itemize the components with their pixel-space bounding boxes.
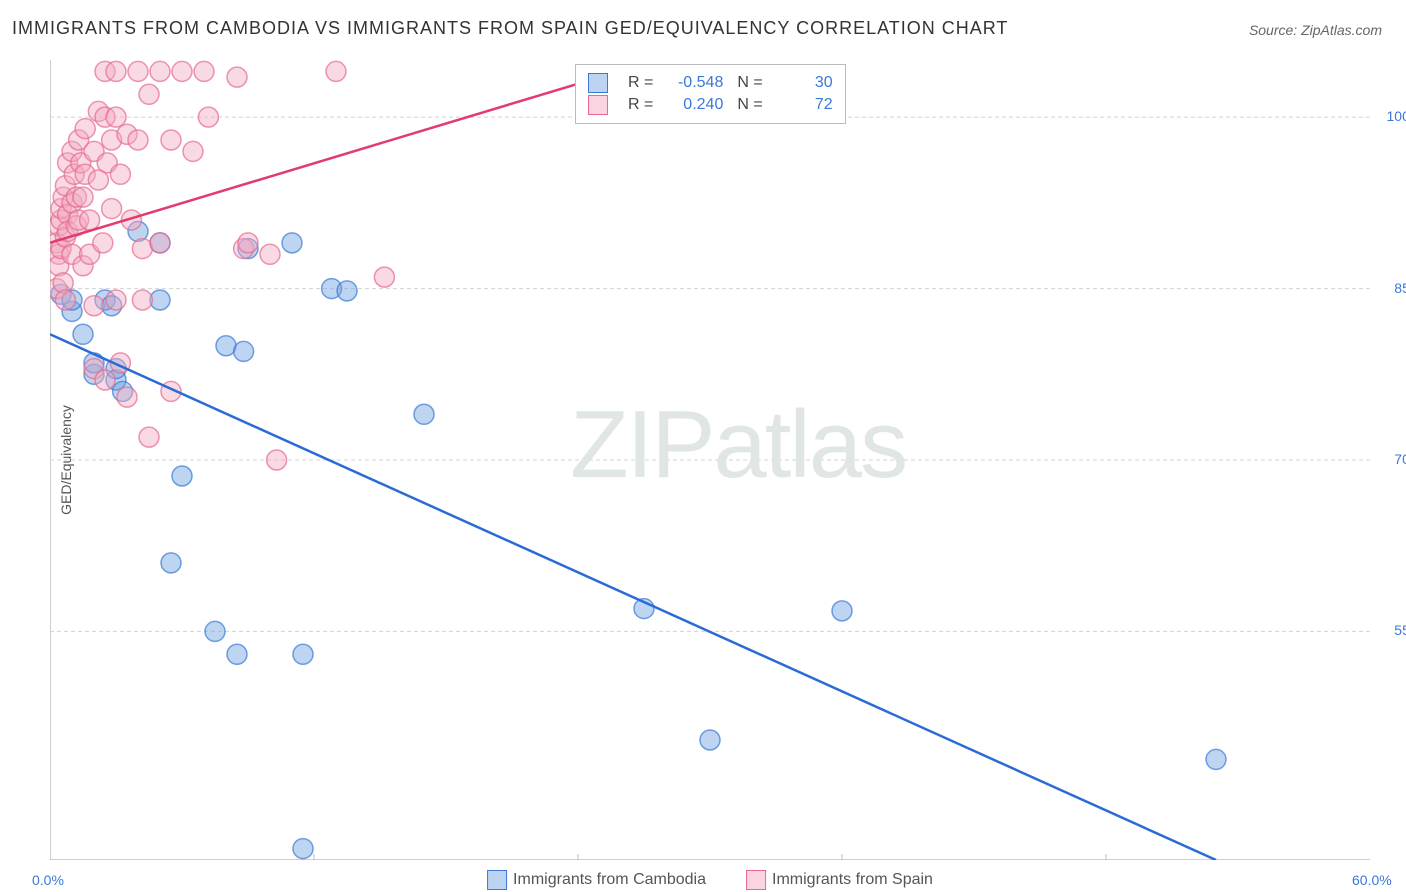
- legend-item: Immigrants from Cambodia: [487, 870, 706, 890]
- y-tick-label: 100.0%: [1387, 108, 1406, 124]
- scatter-plot: [50, 60, 1370, 860]
- y-tick-label: 55.0%: [1394, 622, 1406, 638]
- chart-title: IMMIGRANTS FROM CAMBODIA VS IMMIGRANTS F…: [12, 18, 1008, 39]
- chart-area: GED/Equivalency ZIPatlas R =-0.548N =30R…: [50, 60, 1370, 860]
- source-label: Source: ZipAtlas.com: [1249, 22, 1382, 38]
- legend-row: R =-0.548N =30: [588, 73, 833, 93]
- legend-item: Immigrants from Spain: [746, 870, 933, 890]
- y-tick-label: 85.0%: [1394, 280, 1406, 296]
- legend-row: R =0.240N =72: [588, 95, 833, 115]
- series-legend: Immigrants from Cambodia Immigrants from …: [487, 870, 933, 890]
- x-tick-label: 60.0%: [1352, 872, 1392, 888]
- x-tick-label: 0.0%: [32, 872, 64, 888]
- y-tick-label: 70.0%: [1394, 451, 1406, 467]
- correlation-legend: R =-0.548N =30R =0.240N =72: [575, 64, 846, 124]
